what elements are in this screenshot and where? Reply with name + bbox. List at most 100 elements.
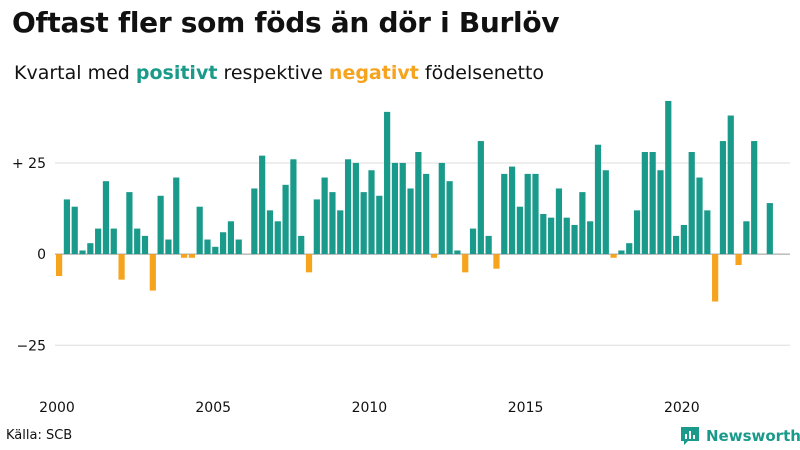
bar [165,239,172,255]
bar [454,250,461,255]
bar [188,254,195,258]
bar [555,188,563,255]
bar [102,181,110,255]
bar [87,243,94,255]
bar [649,152,656,255]
bar [493,254,500,269]
bar [313,199,320,255]
bar [524,173,531,255]
bar [415,152,422,255]
bar [438,162,445,255]
bar [180,254,188,258]
bar [719,141,727,255]
bar [71,206,78,255]
subtitle-negative-word: negativt [328,62,419,84]
bar [227,221,235,255]
bar [688,152,695,255]
subtitle-prefix: Kvartal med [14,62,130,84]
bar [532,173,539,255]
bar [95,228,102,255]
bar [235,239,242,255]
bar [391,162,399,255]
bar [571,224,578,255]
bar [126,192,133,255]
bar [540,214,547,255]
bar [430,254,438,258]
bar [423,173,430,255]
newsworthy-logo-icon [681,427,699,445]
brand-name: Newsworthy [706,427,800,445]
bar [508,166,516,255]
x-tick-label: 2015 [508,400,544,416]
chart-title: Oftast fler som föds än dör i Burlöv [12,6,560,39]
brand-logo: Newsworthy [680,426,800,446]
bar [251,188,258,255]
bar [516,206,523,255]
bar [594,144,602,255]
tick-layer: + 25 0 −25 2000 2005 2010 2015 2020 [12,156,700,416]
bar [56,254,63,276]
bar [173,177,180,255]
bar [266,210,274,255]
bar [641,152,648,255]
bar [274,221,281,255]
bar [633,210,641,255]
bar [282,184,289,255]
bar [368,170,375,255]
grid-layer [55,162,790,346]
bar [63,199,71,255]
source-note: Källa: SCB [6,428,73,443]
bar [157,195,164,255]
bar [657,170,664,255]
bar [579,192,586,255]
bar [501,173,508,255]
bar [462,254,469,273]
bar [563,217,570,255]
bar [665,100,672,255]
subtitle-positive-word: positivt [135,62,218,84]
bar [259,155,266,255]
bar [352,162,359,255]
bar [329,192,336,255]
bar [321,177,328,255]
bar [485,235,492,255]
bar [696,177,703,255]
x-tick-label: 2000 [39,400,75,416]
bar [704,210,711,255]
bar [110,228,117,255]
bar [602,170,609,255]
bar [384,111,391,255]
subtitle-suffix: födelsenetto [424,62,545,84]
bar [376,195,383,255]
bar [212,246,219,255]
bar [469,228,477,255]
bar [743,221,750,255]
bar [360,192,367,255]
bar [141,235,149,255]
bar [305,254,313,273]
bar [626,243,633,255]
bar [79,250,86,255]
bar [680,224,687,255]
bar [337,210,344,255]
bar [399,162,406,255]
bar [196,206,203,255]
x-tick-label: 2010 [352,400,388,416]
bar [766,203,773,255]
x-tick-label: 2020 [664,400,700,416]
chart-subtitle: Kvartal med positivt respektive negativt… [14,62,544,84]
bar [298,235,305,255]
bar [672,235,680,255]
bar [548,217,555,255]
bar [220,232,227,255]
bar [712,254,719,302]
bar [477,141,484,255]
y-tick-label: + 25 [12,156,46,172]
bar [587,221,594,255]
subtitle-middle: respektive [223,62,323,84]
bar [446,181,453,255]
bar [118,254,125,280]
bar [727,115,734,255]
bar-layer [56,100,773,302]
